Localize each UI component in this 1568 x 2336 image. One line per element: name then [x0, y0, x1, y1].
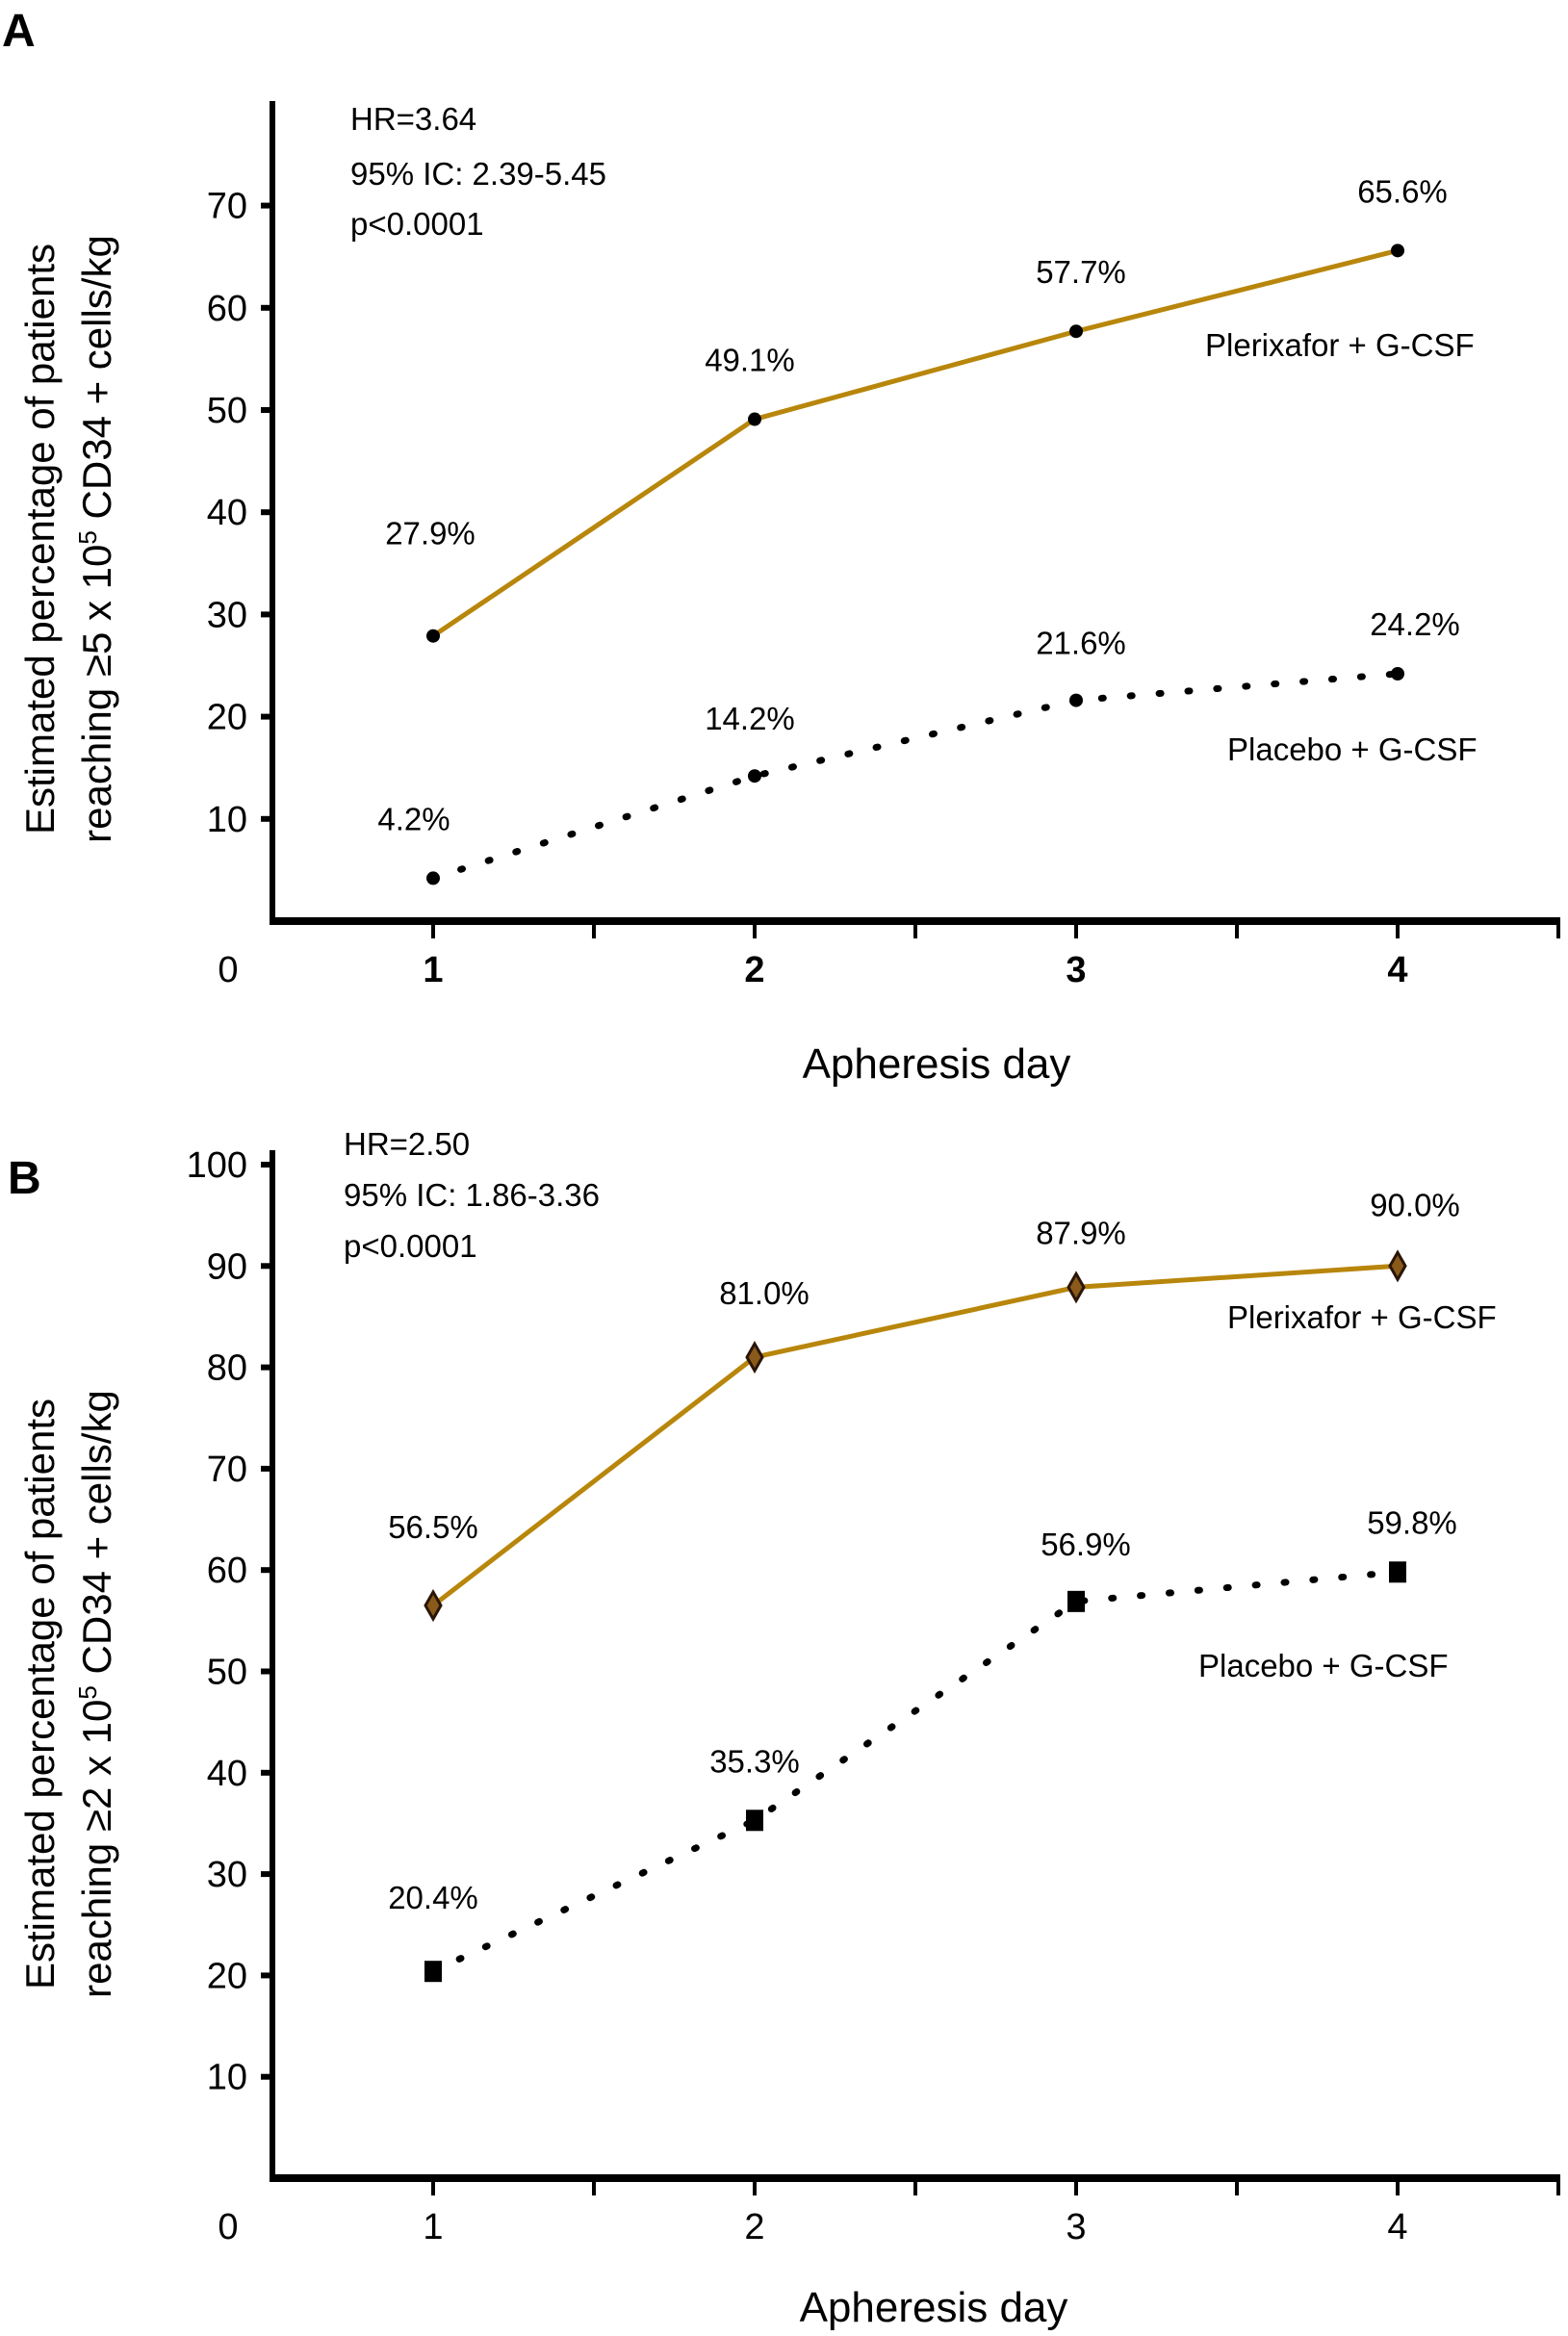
y-tick-label: 70 [207, 187, 247, 227]
plerixafor-data-label: 57.7% [1036, 254, 1126, 290]
series-line-placebo [429, 1568, 1401, 1975]
y-tick-label: 50 [207, 1653, 247, 1693]
panel-b: B 10 20 30 40 50 60 70 80 90 100 0 1 2 3 4 Estimated p… [8, 1126, 1560, 2331]
y-tick-label: 10 [207, 800, 247, 840]
hazard-ratio: HR=3.64 [350, 101, 476, 137]
series-line-placebo [429, 670, 1401, 882]
y-tick-label: 60 [207, 1551, 247, 1591]
y-axis-label: Estimated percentage of patients reachin… [17, 235, 119, 843]
y-tick-label: 30 [207, 595, 247, 635]
legend-plerixafor: Plerixafor + G-CSF [1205, 327, 1475, 363]
placebo-marker [748, 769, 761, 783]
legend-placebo: Placebo + G-CSF [1198, 1648, 1449, 1683]
x-axis-title: Apheresis day [800, 2284, 1068, 2331]
plerixafor-marker [1388, 1249, 1407, 1283]
panel-a: A 10 20 30 40 50 60 70 0 1 2 3 4 Estimated percenta… [2, 6, 1560, 1088]
y-axis-label-line1: Estimated percentage of patients [17, 1399, 63, 1989]
legend-placebo: Placebo + G-CSF [1227, 732, 1478, 767]
axes: 10 20 30 40 50 60 70 0 1 2 3 4 [207, 101, 1560, 990]
placebo-data-label: 35.3% [709, 1743, 800, 1779]
series-line-plerixafor [430, 1263, 1401, 1608]
plerixafor-marker [426, 629, 440, 643]
y-tick-label: 50 [207, 391, 247, 431]
placebo-marker [1389, 1561, 1406, 1583]
y-axis-label-line1: Estimated percentage of patients [17, 244, 63, 834]
placebo-marker [424, 1961, 442, 1983]
plerixafor-data-label: 87.9% [1036, 1215, 1126, 1250]
y-tick-label: 40 [207, 1754, 247, 1794]
y-tick-label: 90 [207, 1246, 247, 1287]
plerixafor-data-label: 56.5% [388, 1509, 478, 1545]
p-value: p<0.0001 [350, 206, 484, 242]
plerixafor-marker [1069, 324, 1083, 339]
placebo-data-label: 24.2% [1370, 606, 1460, 642]
panel-letter-a: A [2, 6, 36, 57]
panel-letter-b: B [8, 1153, 41, 1204]
placebo-data-label: 59.8% [1367, 1504, 1457, 1540]
plerixafor-data-label: 81.0% [719, 1275, 810, 1311]
x-tick-label: 1 [423, 950, 443, 990]
plerixafor-marker [748, 412, 761, 426]
placebo-data-label: 14.2% [705, 701, 795, 736]
x-tick-label: 2 [744, 2207, 764, 2247]
placebo-marker [1069, 693, 1083, 707]
hazard-ratio: HR=2.50 [344, 1126, 470, 1162]
placebo-data-label: 20.4% [388, 1880, 478, 1915]
plerixafor-data-label: 90.0% [1370, 1187, 1460, 1222]
plot-area: 27.9% 49.1% 57.7% 65.6% 4.2% 14.2% 21.6% 24.2% [377, 173, 1460, 886]
placebo-data-label: 21.6% [1036, 626, 1126, 661]
placebo-data-label: 56.9% [1041, 1527, 1131, 1562]
placebo-marker [1067, 1590, 1085, 1612]
plerixafor-marker [745, 1341, 764, 1374]
placebo-marker [746, 1810, 763, 1832]
stats-annotation: HR=2.50 95% IC: 1.86-3.36 p<0.0001 [344, 1126, 600, 1264]
placebo-marker [1391, 666, 1404, 680]
plerixafor-data-label: 65.6% [1357, 173, 1448, 209]
x-axis-title: Apheresis day [803, 1040, 1071, 1088]
y-tick-label: 10 [207, 2058, 247, 2098]
plot-area: 56.5% 81.0% 87.9% 90.0% 20.4% 35.3% 56.9% 59.8% [388, 1187, 1460, 1983]
x-tick-label: 3 [1066, 2207, 1086, 2247]
axes: 10 20 30 40 50 60 70 80 90 100 0 1 2 3 4 [187, 1145, 1560, 2247]
y-tick-label: 20 [207, 698, 247, 738]
y-axis-label-line2: reaching ≥2 x 105 CD34 + cells/kg [73, 1390, 119, 1998]
y-tick-label: 60 [207, 289, 247, 329]
plerixafor-marker [424, 1589, 443, 1623]
series-line-plerixafor [430, 247, 1401, 639]
y-tick-label: 40 [207, 493, 247, 533]
confidence-interval: 95% IC: 2.39-5.45 [350, 156, 606, 192]
x-tick-label: 2 [744, 950, 764, 990]
y-tick-label: 100 [187, 1145, 247, 1186]
x-tick-label: 3 [1066, 950, 1086, 990]
x-tick-label: 0 [218, 2207, 238, 2247]
plerixafor-data-label: 27.9% [385, 516, 476, 552]
p-value: p<0.0001 [344, 1228, 477, 1264]
y-tick-label: 80 [207, 1348, 247, 1389]
confidence-interval: 95% IC: 1.86-3.36 [344, 1177, 600, 1213]
x-tick-label: 1 [423, 2207, 443, 2247]
y-axis-label-line2: reaching ≥5 x 105 CD34 + cells/kg [73, 235, 119, 843]
x-tick-label: 4 [1387, 2207, 1407, 2247]
placebo-marker [426, 871, 440, 886]
stats-annotation: HR=3.64 95% IC: 2.39-5.45 p<0.0001 [350, 101, 606, 242]
placebo-data-label: 4.2% [377, 801, 450, 836]
y-axis-label: Estimated percentage of patients reachin… [17, 1390, 119, 1998]
x-tick-label: 4 [1387, 950, 1407, 990]
plerixafor-data-label: 49.1% [705, 343, 795, 378]
y-tick-label: 20 [207, 1956, 247, 1996]
legend-plerixafor: Plerixafor + G-CSF [1227, 1299, 1497, 1335]
plerixafor-marker [1067, 1271, 1086, 1304]
y-tick-label: 30 [207, 1855, 247, 1895]
y-tick-label: 70 [207, 1450, 247, 1490]
x-tick-label: 0 [218, 950, 238, 990]
plerixafor-marker [1391, 244, 1404, 258]
